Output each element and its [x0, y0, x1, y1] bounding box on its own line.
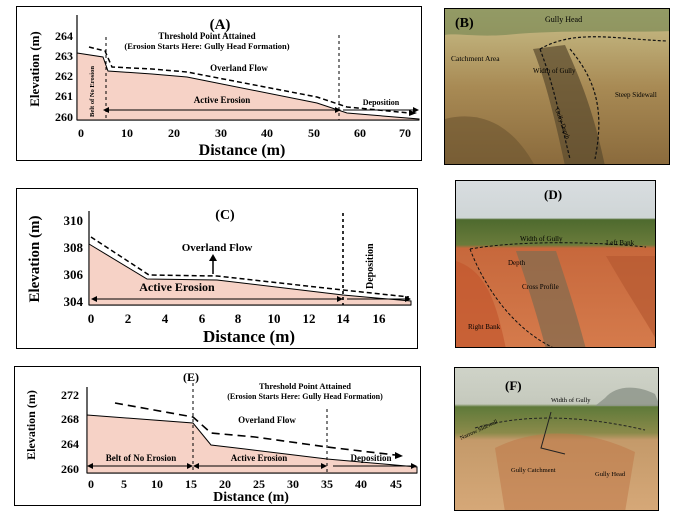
- xtick: 30: [287, 477, 299, 491]
- xtick: 20: [168, 126, 180, 140]
- xtick: 6: [199, 311, 206, 326]
- panel-a-zone3: Deposition: [363, 98, 400, 107]
- panel-e-flow-line: [114, 402, 396, 456]
- ytick: 263: [55, 49, 73, 63]
- panel-a-flow-line: [88, 46, 410, 114]
- ytick: 272: [61, 388, 79, 402]
- panel-a-xticks: 0 10 20 30 40 50 60 70: [78, 126, 411, 140]
- panel-a-xlabel: Distance (m): [199, 142, 286, 159]
- xtick: 14: [337, 311, 351, 326]
- ytick: 310: [64, 213, 84, 228]
- ytick: 304: [64, 294, 84, 309]
- xtick: 0: [88, 311, 95, 326]
- panel-a-zone1: Belt of No Erosion: [89, 66, 96, 117]
- xtick: 12: [303, 311, 316, 326]
- panel-e-xlabel: Distance (m): [213, 490, 289, 504]
- xtick: 45: [390, 477, 402, 491]
- panel-c-zone2: Deposition: [365, 243, 376, 289]
- photo-d-right-bank: Right Bank: [468, 323, 501, 331]
- panel-c-ylabel: Elevation (m): [27, 215, 43, 302]
- xtick: 10: [151, 477, 163, 491]
- panel-c: Elevation (m) 310 308 306 304 (C) Overla…: [16, 188, 418, 349]
- ytick: 264: [61, 437, 79, 451]
- panel-a-zone2: Active Erosion: [194, 95, 251, 105]
- ytick: 262: [55, 69, 73, 83]
- panel-e: Elevation (m) 272 268 264 260 (E) Thresh…: [14, 366, 421, 506]
- panel-a-label: (A): [210, 17, 231, 33]
- panel-e-zone3: Deposition: [350, 453, 391, 463]
- panel-e-zone1: Belt of No Erosion: [106, 453, 177, 463]
- ytick: 308: [64, 240, 84, 255]
- xtick: 5: [121, 477, 127, 491]
- xtick: 16: [373, 311, 387, 326]
- panel-e-ylabel: Elevation (m): [24, 390, 38, 460]
- xtick: 50: [308, 126, 320, 140]
- xtick: 35: [321, 477, 333, 491]
- photo-b: (B) Gully Head Catchment Area Width of G…: [444, 8, 670, 165]
- photo-b-catchment: Catchment Area: [451, 54, 500, 63]
- panel-e-zone2: Active Erosion: [231, 453, 288, 463]
- panel-e-label: (E): [183, 370, 199, 384]
- xtick: 2: [125, 311, 132, 326]
- xtick: 40: [261, 126, 273, 140]
- panel-c-xticks: 0 2 4 6 8 10 12 14 16: [88, 311, 386, 326]
- panel-a: Elevation (m) 264 263 262 261 260 (A) Th…: [16, 6, 422, 161]
- photo-f-head: Gully Head: [595, 471, 626, 478]
- xtick: 15: [185, 477, 197, 491]
- photo-d-cross: Cross Profile: [522, 283, 559, 291]
- xtick: 25: [253, 477, 265, 491]
- panel-c-profile: [88, 243, 412, 306]
- panel-e-annotation2: (Erosion Starts Here: Gully Head Formati…: [227, 392, 383, 401]
- photo-d-depth: Depth: [508, 259, 526, 267]
- xtick: 40: [355, 477, 367, 491]
- panel-c-yticks: 310 308 306 304: [64, 213, 84, 309]
- ytick: 260: [55, 110, 73, 124]
- panel-e-yticks: 272 268 264 260: [61, 388, 79, 476]
- xtick: 0: [78, 126, 84, 140]
- xtick: 60: [354, 126, 366, 140]
- xtick: 0: [88, 477, 94, 491]
- photo-d-left-bank: Left Bank: [606, 239, 635, 247]
- ytick: 260: [61, 462, 79, 476]
- photo-f: (F) Width of Gully Narrow Sidewall Gully…: [454, 367, 659, 511]
- panel-e-flow: Overland Flow: [238, 415, 296, 425]
- panel-a-profile: [76, 52, 420, 121]
- panel-c-label: (C): [215, 208, 235, 223]
- xtick: 10: [121, 126, 133, 140]
- xtick: 8: [235, 311, 242, 326]
- xtick: 10: [268, 311, 281, 326]
- panel-c-flow: Overland Flow: [182, 242, 253, 254]
- photo-d-width: Width of Gully: [520, 235, 563, 243]
- panel-c-zone1: Active Erosion: [139, 280, 215, 294]
- photo-f-width: Width of Gully: [551, 397, 591, 404]
- xtick: 30: [215, 126, 227, 140]
- panel-e-annotation: Threshold Point Attained: [259, 381, 351, 391]
- photo-b-sidewall: Steep Sidewall: [615, 91, 657, 99]
- ytick: 306: [64, 267, 84, 282]
- photo-d: (D) Width of Gully Left Bank Depth Cross…: [455, 180, 656, 348]
- xtick: 20: [219, 477, 231, 491]
- photo-b-width: Width of Gully: [533, 67, 576, 75]
- xtick: 70: [399, 126, 411, 140]
- ytick: 268: [61, 412, 79, 426]
- photo-f-catchment: Gully Catchment: [511, 467, 556, 474]
- panel-a-annotation2: (Erosion Starts Here: Gully Head Formati…: [124, 41, 289, 51]
- photo-f-label: (F): [505, 378, 522, 393]
- panel-c-xlabel: Distance (m): [203, 327, 295, 346]
- panel-c-flow-line: [90, 236, 410, 298]
- panel-a-ylabel: Elevation (m): [27, 31, 42, 106]
- ytick: 261: [55, 89, 73, 103]
- panel-a-flow: Overland Flow: [210, 63, 268, 73]
- panel-a-yticks: 264 263 262 261 260: [55, 29, 73, 124]
- panel-a-annotation: Threshold Point Attained: [158, 31, 255, 41]
- ytick: 264: [55, 29, 73, 43]
- photo-b-gully-head: Gully Head: [545, 15, 582, 24]
- photo-b-label: (B): [455, 16, 474, 31]
- xtick: 4: [162, 311, 169, 326]
- photo-d-label: (D): [544, 187, 562, 202]
- panel-e-xticks: 0 5 10 15 20 25 30 35 40 45: [88, 477, 402, 491]
